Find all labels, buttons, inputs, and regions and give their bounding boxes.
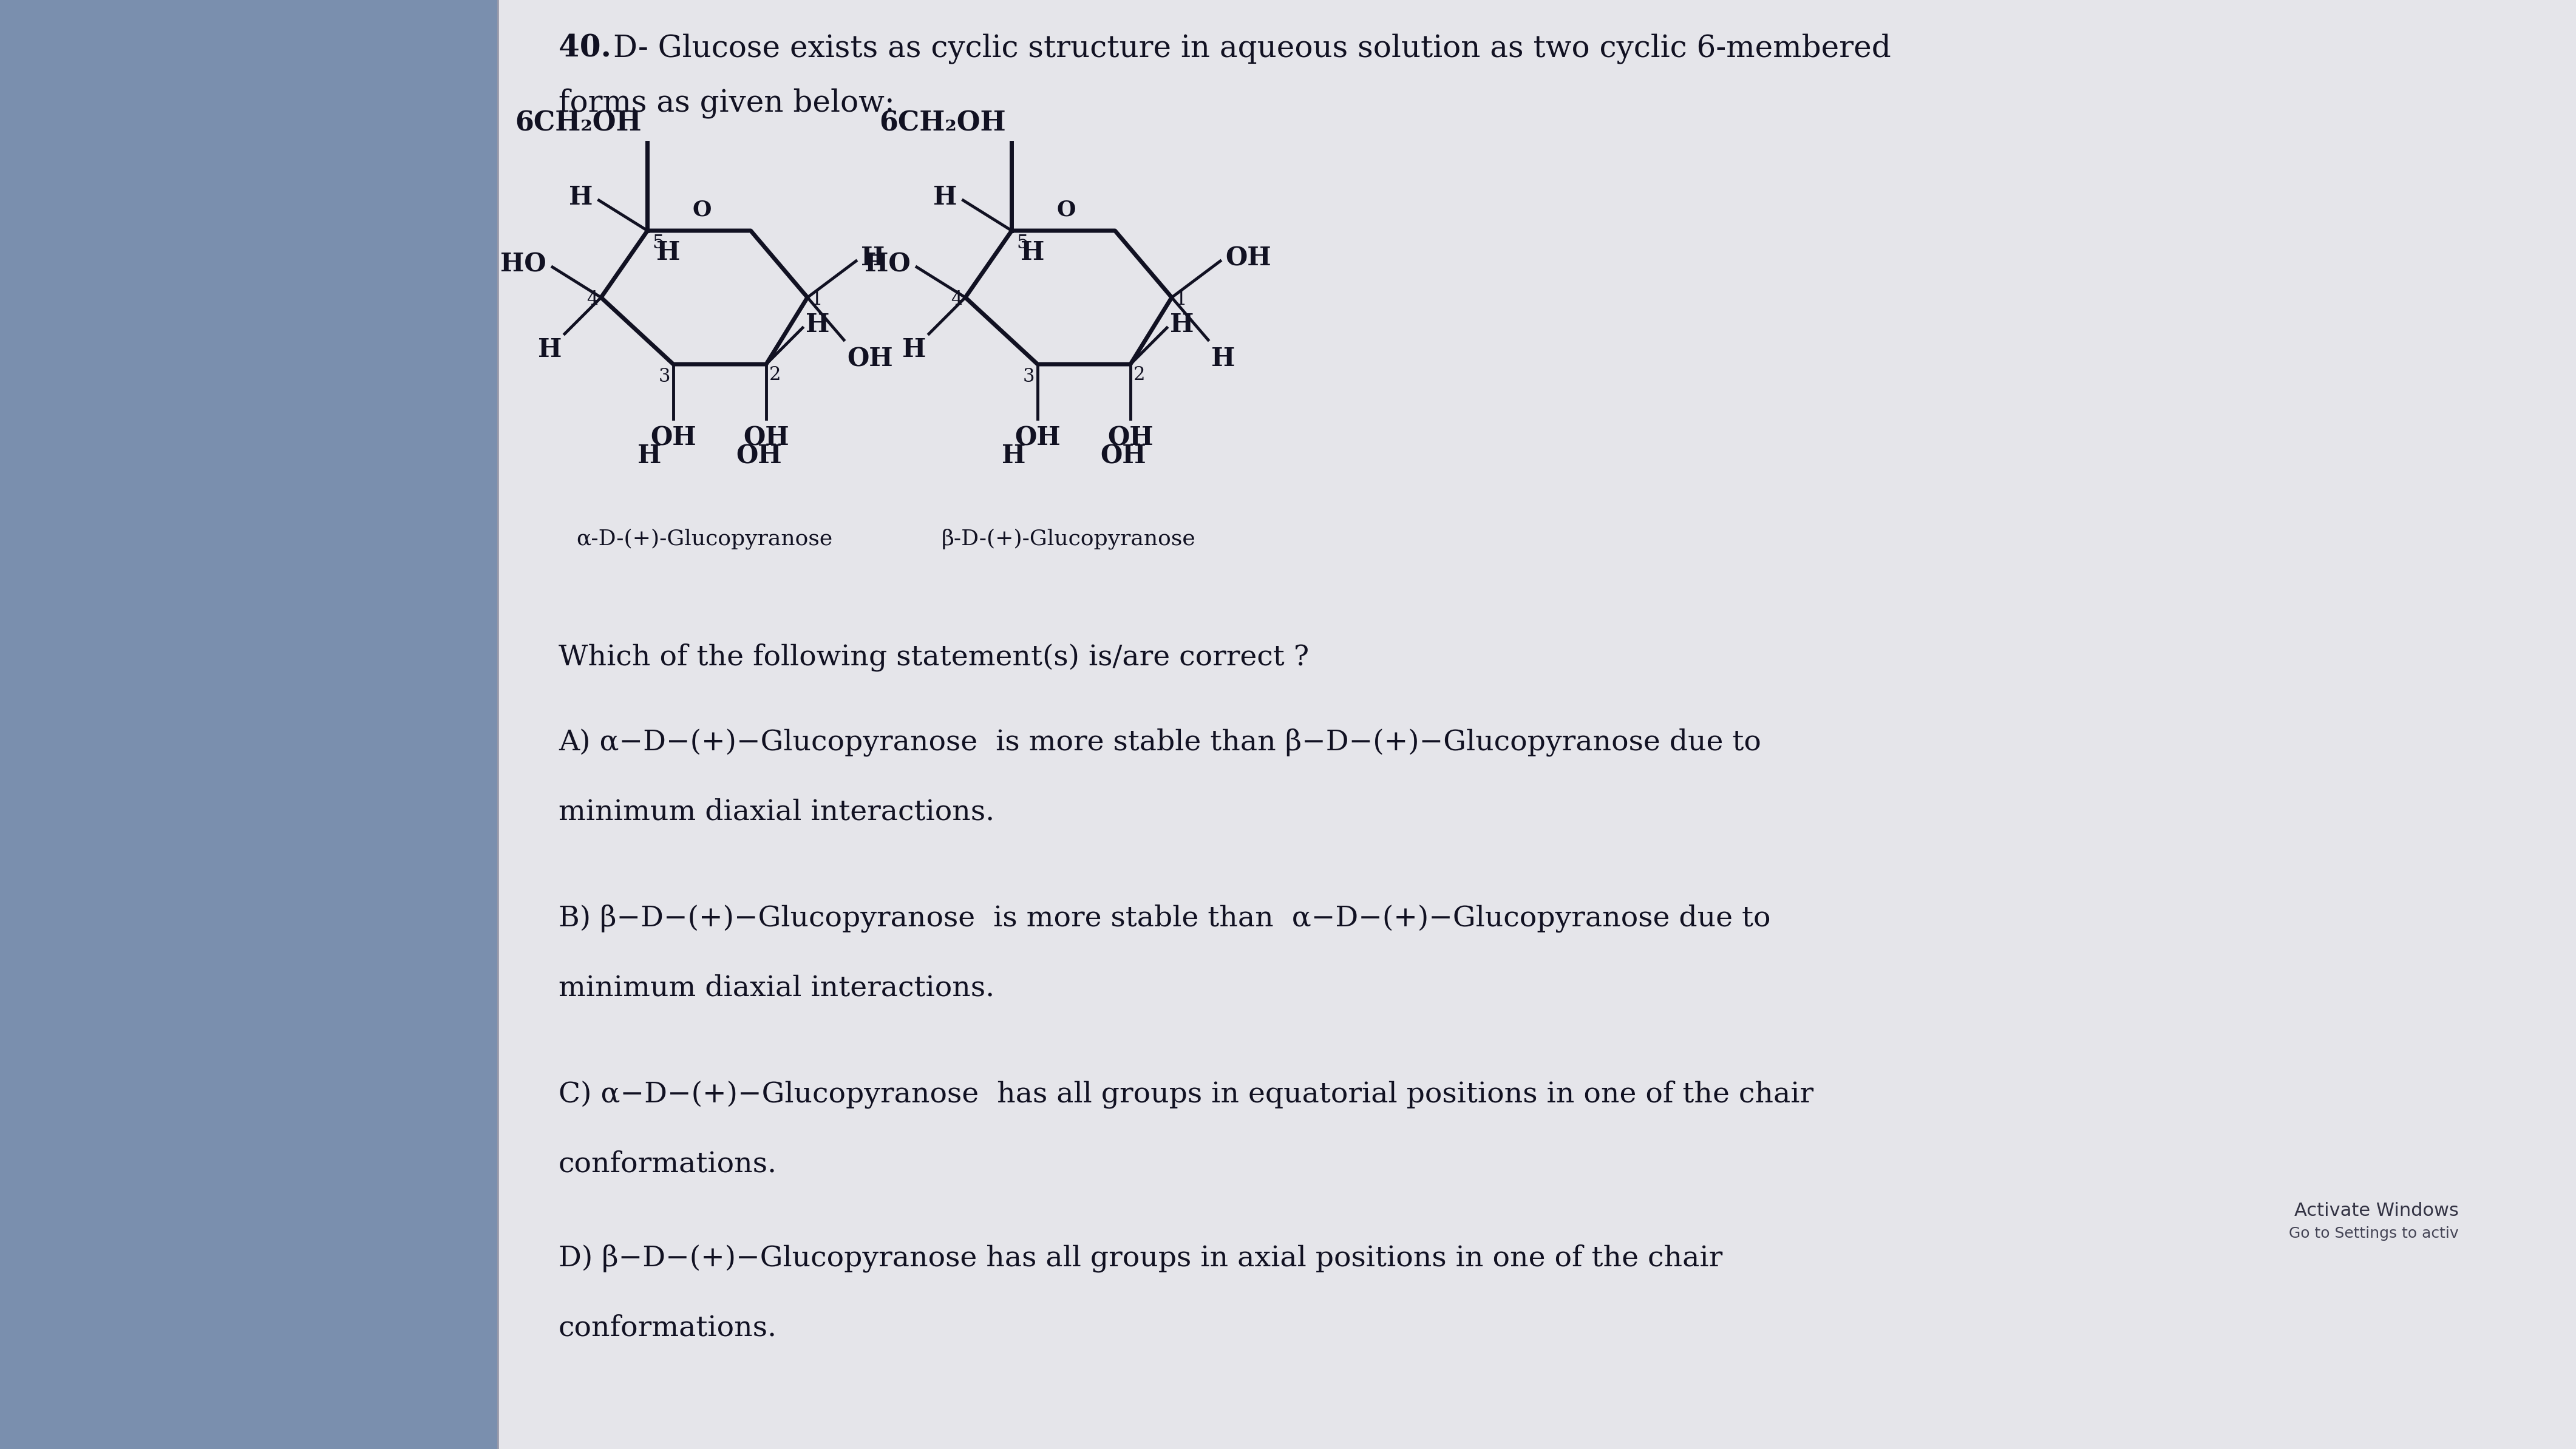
Text: 2: 2 xyxy=(1133,365,1146,384)
Text: B) β−D−(+)−Glucopyranose  is more stable than  α−D−(+)−Glucopyranose due to: B) β−D−(+)−Glucopyranose is more stable … xyxy=(559,904,1770,933)
Text: α-D-(+)-Glucopyranose: α-D-(+)-Glucopyranose xyxy=(577,527,832,549)
Text: A) α−D−(+)−Glucopyranose  is more stable than β−D−(+)−Glucopyranose due to: A) α−D−(+)−Glucopyranose is more stable … xyxy=(559,729,1762,756)
Text: minimum diaxial interactions.: minimum diaxial interactions. xyxy=(559,798,994,826)
Text: C) α−D−(+)−Glucopyranose  has all groups in equatorial positions in one of the c: C) α−D−(+)−Glucopyranose has all groups … xyxy=(559,1081,1814,1108)
Text: 1: 1 xyxy=(1175,290,1188,309)
Text: Activate Windows: Activate Windows xyxy=(2295,1201,2460,1220)
Text: H: H xyxy=(1020,239,1046,265)
Text: HO: HO xyxy=(500,251,546,277)
Text: OH: OH xyxy=(1226,245,1270,271)
Text: O: O xyxy=(1056,199,1077,220)
Text: D- Glucose exists as cyclic structure in aqueous solution as two cyclic 6-member: D- Glucose exists as cyclic structure in… xyxy=(613,33,1891,64)
Text: minimum diaxial interactions.: minimum diaxial interactions. xyxy=(559,974,994,1001)
Text: forms as given below:: forms as given below: xyxy=(559,88,894,119)
Text: conformations.: conformations. xyxy=(559,1314,778,1342)
Text: H: H xyxy=(902,338,925,362)
Text: conformations.: conformations. xyxy=(559,1151,778,1178)
Text: 4: 4 xyxy=(951,290,963,309)
Text: H: H xyxy=(1211,346,1234,371)
Text: OH: OH xyxy=(848,346,894,371)
Text: H: H xyxy=(806,312,829,338)
Text: 2: 2 xyxy=(770,365,781,384)
Text: 6CH₂OH: 6CH₂OH xyxy=(878,110,1005,136)
Text: 40.: 40. xyxy=(559,33,611,64)
Text: 6CH₂OH: 6CH₂OH xyxy=(515,110,641,136)
Text: H: H xyxy=(860,245,884,271)
Bar xyxy=(497,0,2576,1449)
Text: H: H xyxy=(933,184,958,210)
Text: 5: 5 xyxy=(652,233,665,252)
Text: H: H xyxy=(639,443,662,468)
Text: OH: OH xyxy=(744,425,788,451)
Text: 1: 1 xyxy=(811,290,822,309)
Text: D) β−D−(+)−Glucopyranose has all groups in axial positions in one of the chair: D) β−D−(+)−Glucopyranose has all groups … xyxy=(559,1245,1723,1272)
Text: O: O xyxy=(693,199,711,220)
Text: β-D-(+)-Glucopyranose: β-D-(+)-Glucopyranose xyxy=(940,527,1195,549)
Text: H: H xyxy=(569,184,592,210)
Text: H: H xyxy=(1002,443,1025,468)
Text: H: H xyxy=(1170,312,1193,338)
Text: Which of the following statement(s) is/are correct ?: Which of the following statement(s) is/a… xyxy=(559,643,1309,672)
Text: OH: OH xyxy=(1108,425,1154,451)
Text: H: H xyxy=(657,239,680,265)
Text: HO: HO xyxy=(866,251,912,277)
Text: 3: 3 xyxy=(1023,367,1036,385)
Text: 5: 5 xyxy=(1018,233,1028,252)
Text: 3: 3 xyxy=(659,367,670,385)
Bar xyxy=(0,0,497,1449)
Text: OH: OH xyxy=(649,425,696,451)
Text: OH: OH xyxy=(737,443,783,468)
Text: 4: 4 xyxy=(587,290,598,309)
Text: OH: OH xyxy=(1100,443,1146,468)
Text: Go to Settings to activ: Go to Settings to activ xyxy=(2290,1226,2460,1240)
Text: OH: OH xyxy=(1015,425,1061,451)
Text: H: H xyxy=(538,338,562,362)
